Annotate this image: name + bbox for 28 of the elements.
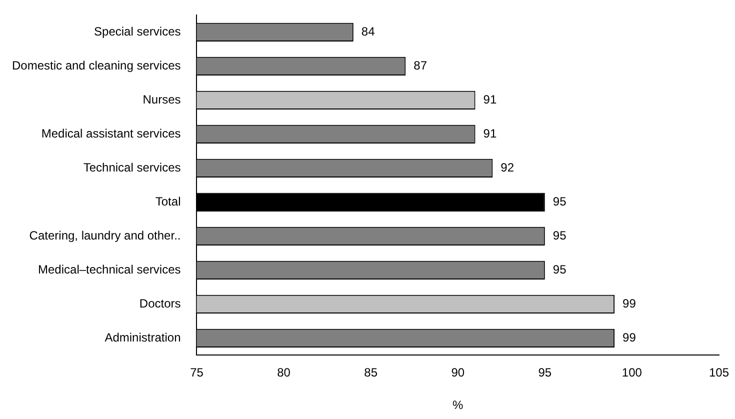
y-tick-label: Administration <box>104 330 181 345</box>
x-tick-label: 85 <box>364 366 378 380</box>
data-label: 95 <box>552 262 567 277</box>
data-label: 95 <box>552 194 567 209</box>
x-tick-label: 95 <box>538 366 552 380</box>
data-label: 84 <box>361 24 376 39</box>
data-label: 99 <box>622 296 636 311</box>
data-label: 92 <box>500 160 514 175</box>
data-label: 91 <box>483 92 497 107</box>
y-tick-label: Domestic and cleaning services <box>12 58 181 73</box>
y-tick-label: Total <box>155 194 181 209</box>
y-tick-label: Technical services <box>83 160 181 175</box>
data-label: 99 <box>622 330 636 345</box>
data-label: 91 <box>483 126 497 141</box>
y-tick-label: Catering, laundry and other.. <box>29 228 181 243</box>
y-tick-label: Special services <box>94 24 181 39</box>
x-tick-label: 100 <box>622 366 642 380</box>
x-axis-title: % <box>452 398 464 412</box>
x-tick-label: 90 <box>451 366 465 380</box>
y-tick-label: Medical assistant services <box>41 126 181 141</box>
y-tick-label: Doctors <box>139 296 181 311</box>
y-tick-label: Medical–technical services <box>38 262 181 277</box>
x-tick-label: 75 <box>190 366 204 380</box>
y-tick-label: Nurses <box>142 92 181 107</box>
x-tick-label: 80 <box>277 366 291 380</box>
data-label: 87 <box>414 58 428 73</box>
x-tick-label: 105 <box>708 366 730 380</box>
data-label: 95 <box>552 228 567 243</box>
